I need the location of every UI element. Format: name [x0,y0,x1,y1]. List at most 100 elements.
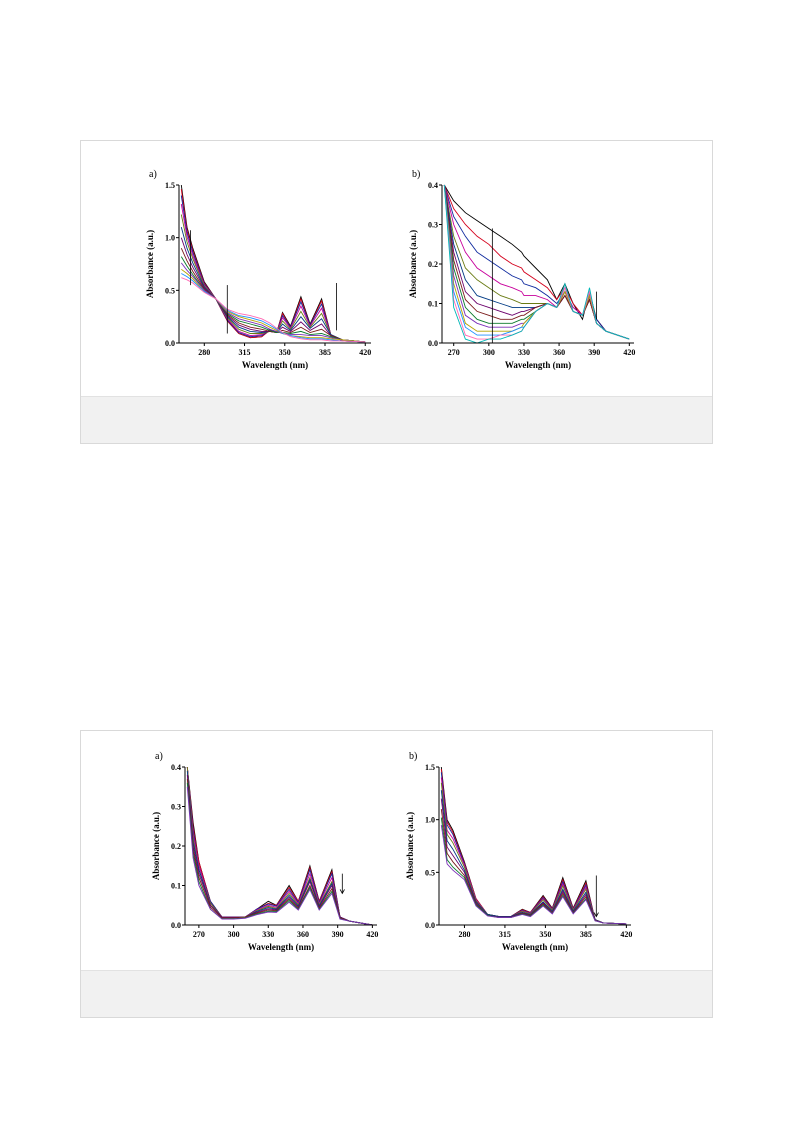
x-tick-label: 280 [458,930,470,939]
x-tick-label: 350 [279,348,291,357]
y-tick-label: 0.1 [171,882,181,891]
y-tick-label: 1.0 [425,816,435,825]
y-axis-title: Absorbance (a.u.) [405,812,415,880]
figure-2: a) 270 300 330 360 390 420 0.0 0.1 0.2 0.3 0.4 Wavel… [80,730,713,1018]
spectrum-line [180,248,366,343]
x-tick-label: 350 [539,930,551,939]
spectrum-line [443,184,630,340]
figure-1: a) 280 315 350 385 420 0.0 0.5 1.0 1.5 Wavelength … [80,140,713,444]
spectrum-line [443,184,630,340]
spectrum-line [443,184,630,340]
x-tick-label: 385 [580,930,592,939]
x-tick-label: 420 [623,348,635,357]
spectrum-line [440,824,627,925]
spectrum-line [443,184,630,344]
spectrum-line [186,766,373,926]
y-tick-label: 0.0 [428,339,438,348]
spectrum-line [180,214,366,343]
panel-label: b) [409,751,417,762]
x-tick-label: 420 [366,930,378,939]
spectrum-line [181,273,366,343]
panel-label: a) [149,169,157,180]
x-tick-label: 390 [588,348,600,357]
spectrum-line [180,203,366,343]
y-tick-label: 0.3 [428,221,438,230]
spectrum-line [443,184,630,340]
spectrum-line [440,772,627,925]
spectrum-line [443,184,630,340]
spectrum-line [440,809,627,925]
chart-2a-svg: a) 270 300 330 360 390 420 0.0 0.1 0.2 0.3 0.4 Wavel… [151,751,378,952]
spectrum-line [180,226,366,343]
spectrum-line [186,774,373,926]
spectrum-line [443,184,630,340]
y-tick-label: 0.2 [171,842,181,851]
x-tick-label: 330 [518,348,530,357]
y-tick-label: 0.0 [165,339,175,348]
spectrum-line [186,786,373,926]
y-axis-title: Absorbance (a.u.) [151,812,161,880]
spectrum-line [180,195,366,343]
x-tick-label: 300 [483,348,495,357]
chart-panel-1a: a) 280 315 350 385 420 0.0 0.5 1.0 1.5 Wavelength … [143,165,383,375]
x-tick-label: 315 [239,348,251,357]
spectrum-line [180,184,366,343]
panel-label: a) [155,751,163,762]
x-tick-label: 300 [228,930,240,939]
x-tick-label: 385 [319,348,331,357]
spectrum-line [186,778,373,926]
x-axis-title: Wavelength (nm) [242,360,308,370]
spectrum-line [440,769,627,925]
chart-panel-2a: a) 270 300 330 360 390 420 0.0 0.1 0.2 0.3 0.4 Wavel… [149,747,389,957]
y-axis-title: Absorbance (a.u.) [408,230,418,298]
x-tick-label: 315 [499,930,511,939]
spectrum-line [443,184,630,340]
arrow-head [339,889,345,895]
y-tick-label: 0.4 [171,763,181,772]
figure-2-caption-band [81,970,712,1017]
spectrum-line [440,766,627,925]
y-tick-label: 0.2 [428,260,438,269]
x-tick-label: 270 [448,348,460,357]
spectrum-line [443,184,630,340]
x-tick-label: 330 [262,930,274,939]
x-tick-label: 420 [620,930,632,939]
x-tick-label: 420 [359,348,371,357]
y-tick-label: 0.0 [171,921,181,930]
spectrum-line [181,277,366,343]
x-axis-title: Wavelength (nm) [502,942,568,952]
x-axis-title: Wavelength (nm) [248,942,314,952]
spectrum-line [180,189,366,343]
spectrum-line [440,798,627,925]
y-tick-label: 0.1 [428,300,438,309]
chart-panel-1b: b) 270 300 330 360 390 420 0.0 0.1 0.2 0.3 0.4 Wavel… [406,165,646,375]
spectrum-line [443,184,630,340]
x-tick-label: 390 [332,930,344,939]
x-tick-label: 360 [553,348,565,357]
x-axis-title: Wavelength (nm) [505,360,571,370]
y-tick-label: 0.0 [425,921,435,930]
panel-label: b) [412,169,420,180]
spectrum-line [443,184,630,340]
y-tick-label: 0.3 [171,803,181,812]
y-axis-title: Absorbance (a.u.) [145,230,155,298]
spectrum-line [440,782,627,925]
y-tick-label: 0.5 [425,868,435,877]
x-tick-label: 280 [198,348,210,357]
spectrum-line [443,184,630,340]
y-tick-label: 1.5 [165,181,175,190]
x-tick-label: 360 [297,930,309,939]
x-tick-label: 270 [193,930,205,939]
y-tick-label: 0.4 [428,181,438,190]
y-tick-label: 1.5 [425,763,435,772]
spectrum-line [443,184,630,340]
spectrum-line [443,184,630,340]
chart-panel-2b: b) 280 315 350 385 420 0.0 0.5 1.0 1.5 Wavelength … [403,747,643,957]
arrow-head [593,912,599,918]
spectrum-line [440,777,627,925]
figure-1-caption-band [81,396,712,443]
y-tick-label: 1.0 [165,234,175,243]
chart-1b-svg: b) 270 300 330 360 390 420 0.0 0.1 0.2 0.3 0.4 Wavel… [408,169,635,370]
chart-2b-svg: b) 280 315 350 385 420 0.0 0.5 1.0 1.5 Wavelength … [405,751,632,952]
chart-1a-svg: a) 280 315 350 385 420 0.0 0.5 1.0 1.5 Wavelength … [145,169,371,370]
